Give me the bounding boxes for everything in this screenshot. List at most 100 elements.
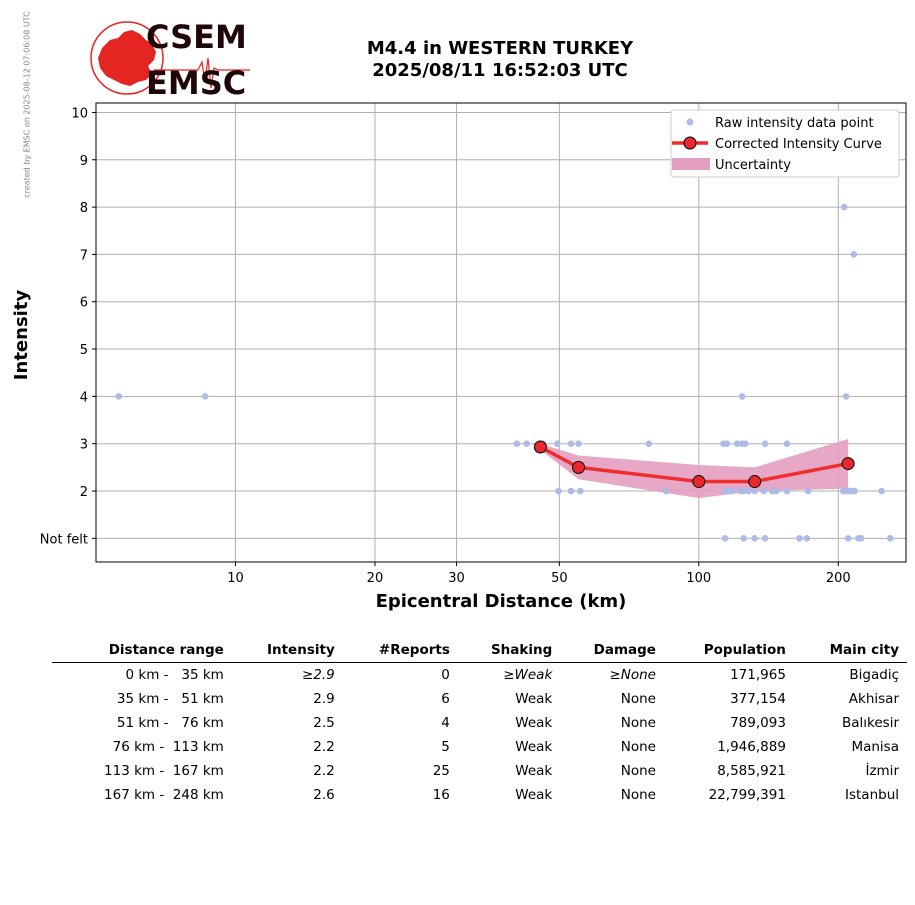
raw-data-point: [733, 440, 741, 448]
x-axis-label: Epicentral Distance (km): [376, 591, 627, 612]
raw-data-point: [728, 487, 736, 495]
col-shaking: Shaking: [457, 640, 561, 663]
raw-data-point: [761, 440, 769, 448]
table-body: 0 km - 35 km ≥2.9 0 ≥Weak ≥None 171,965 Bigadi…: [52, 663, 907, 808]
raw-data-point: [567, 440, 575, 448]
cell-main-city: Istanbul: [844, 787, 899, 803]
raw-data-point: [721, 535, 729, 542]
cell-main-city: İzmir: [865, 763, 899, 779]
raw-data-point: [796, 535, 803, 542]
curve-point: [748, 475, 762, 489]
logo-europe-map: [98, 30, 156, 86]
col-main-city: Main city: [793, 640, 907, 663]
raw-data-point: [751, 487, 758, 495]
plot-frame: [95, 102, 907, 563]
cell-reports: 25: [432, 763, 450, 779]
raw-data-point: [201, 393, 209, 400]
curve-point: [533, 440, 547, 454]
raw-data-point: [577, 487, 584, 495]
distance-summary-table: Distance range Intensity #Reports Shakin…: [52, 640, 907, 807]
x-tick-label: 10: [227, 571, 244, 586]
raw-data-point: [783, 487, 791, 495]
raw-data-point: [851, 487, 859, 495]
cell-reports: 6: [441, 691, 450, 707]
cell-shaking: Weak: [515, 739, 553, 755]
uncertainty-band-layer: [540, 438, 849, 499]
chart-title: M4.4 in WESTERN TURKEY 2025/08/11 16:52:…: [250, 38, 750, 82]
y-axis-label: Intensity: [11, 290, 32, 381]
cell-main-city: Manisa: [851, 739, 899, 755]
cell-distance-range: 113 km - 167 km: [104, 763, 224, 779]
uncertainty-band: [540, 438, 849, 499]
cell-intensity: 2.2: [313, 763, 335, 779]
cell-intensity: 2.6: [313, 787, 335, 803]
cell-distance-range: 51 km - 76 km: [116, 715, 224, 731]
y-tick-label: 9: [80, 154, 88, 169]
title-line-2: 2025/08/11 16:52:03 UTC: [372, 60, 628, 81]
raw-data-point: [760, 487, 767, 495]
grid-layer: [96, 103, 906, 562]
table-row: 76 km - 113 km 2.2 5 Weak None 1,946,889 Manis…: [52, 735, 907, 759]
col-population: Population: [663, 640, 794, 663]
cell-shaking: Weak: [515, 715, 553, 731]
y-tick-label: Not felt: [40, 532, 88, 547]
y-tick-label: 7: [80, 248, 88, 263]
x-tick-label: 100: [686, 571, 711, 586]
cell-reports: 5: [441, 739, 450, 755]
raw-data-point: [742, 440, 749, 448]
emsc-logo: CSEM EMSC: [90, 18, 250, 98]
legend: Raw intensity data point Corrected Inten…: [670, 109, 900, 178]
logo-text-bottom: EMSC: [146, 64, 246, 98]
raw-data-point: [745, 487, 752, 495]
cell-intensity: 2.9: [313, 691, 335, 707]
logo-text-top: CSEM: [146, 18, 247, 56]
tick-layer: 10 20 30 50 100 200 Not felt 2 3 4 5 6 7 8 9 10: [40, 106, 851, 586]
cell-main-city: Balıkesir: [841, 715, 899, 731]
raw-data-point: [804, 487, 812, 495]
curve-layer: [533, 440, 855, 489]
cell-distance-range: 35 km - 51 km: [116, 691, 224, 707]
raw-data-point: [723, 440, 731, 448]
x-tick-label: 50: [551, 571, 568, 586]
curve-point: [841, 457, 855, 471]
y-tick-label: 4: [80, 390, 88, 405]
legend-band-label: Uncertainty: [715, 158, 791, 173]
cell-population: 22,799,391: [708, 787, 786, 803]
cell-damage: None: [620, 715, 656, 731]
raw-data-point: [554, 440, 561, 448]
cell-population: 1,946,889: [717, 739, 786, 755]
raw-data-point: [844, 535, 852, 542]
raw-data-point: [840, 203, 848, 211]
y-tick-label: 8: [80, 201, 88, 216]
x-tick-label: 30: [448, 571, 465, 586]
raw-data-point: [803, 535, 811, 542]
distance-summary-table-wrap: Distance range Intensity #Reports Shakin…: [52, 640, 907, 807]
raw-data-point: [850, 251, 858, 258]
raw-data-point: [761, 535, 769, 542]
legend-box: [670, 109, 900, 178]
raw-data-point: [567, 487, 575, 495]
cell-reports: 0: [441, 667, 450, 683]
cell-main-city: Bigadiç: [849, 667, 899, 683]
legend-curve-label: Corrected Intensity Curve: [715, 137, 882, 152]
raw-data-point: [878, 487, 885, 495]
x-tick-label: 200: [826, 571, 851, 586]
cell-intensity: 2.5: [313, 715, 335, 731]
cell-reports: 16: [432, 787, 450, 803]
cell-population: 8,585,921: [717, 763, 786, 779]
raw-data-point: [115, 393, 123, 400]
raw-data-point: [645, 440, 653, 448]
curve-point: [692, 475, 706, 489]
cell-reports: 4: [441, 715, 450, 731]
table-row: 35 km - 51 km 2.9 6 Weak None 377,154 Akhisar: [52, 687, 907, 711]
cell-intensity: 2.2: [313, 739, 335, 755]
table-row: 167 km - 248 km 2.6 16 Weak None 22,799,391 Is…: [52, 783, 907, 807]
raw-data-point: [738, 393, 746, 400]
cell-shaking: Weak: [515, 763, 553, 779]
cell-population: 377,154: [730, 691, 786, 707]
cell-damage: ≥None: [609, 667, 656, 683]
cell-population: 171,965: [730, 667, 786, 683]
raw-data-point: [783, 440, 791, 448]
raw-data-point: [740, 535, 748, 542]
raw-data-point: [773, 487, 780, 495]
